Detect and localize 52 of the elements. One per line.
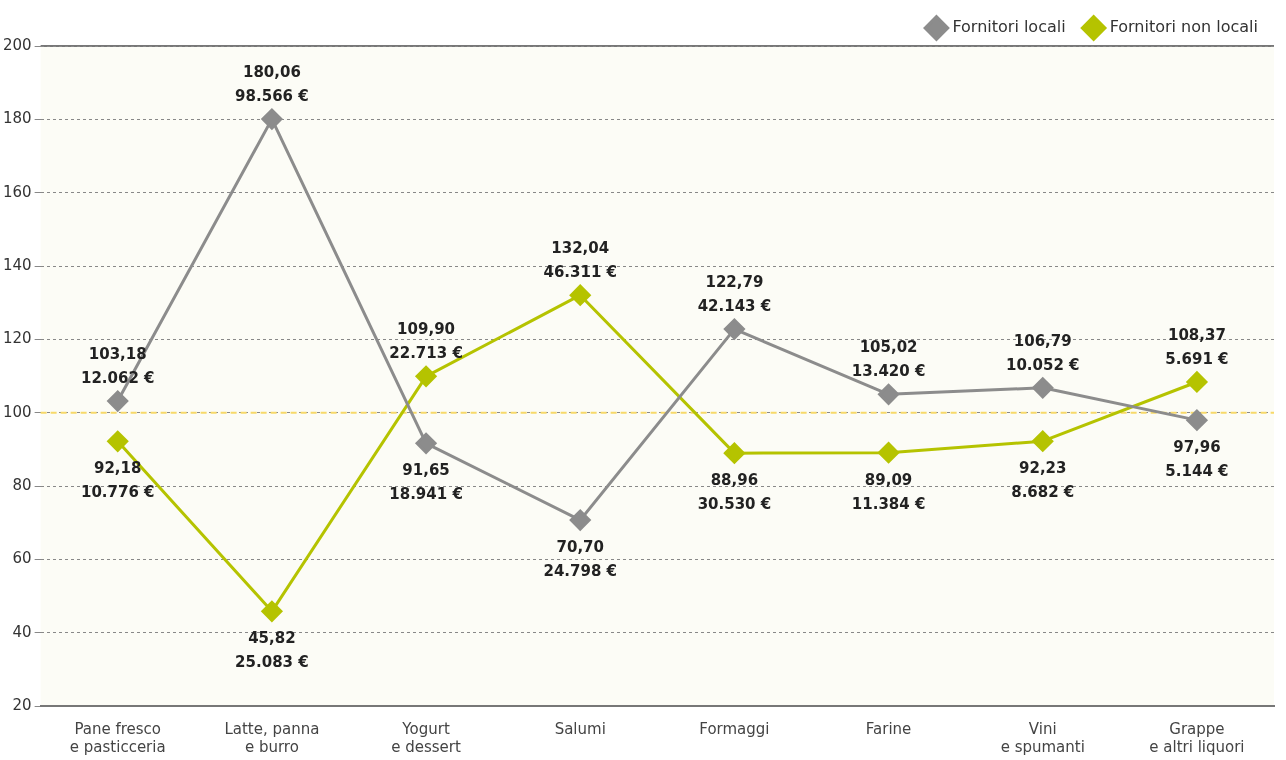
data-label: 45,82 25.083 € bbox=[235, 629, 309, 672]
data-label: 132,04 46.311 € bbox=[543, 239, 617, 282]
point bbox=[261, 600, 283, 622]
y-tick-label: 180 bbox=[2, 109, 32, 128]
point bbox=[1186, 371, 1208, 393]
data-label: 70,70 24.798 € bbox=[543, 537, 617, 580]
point bbox=[723, 318, 745, 340]
point bbox=[1032, 430, 1054, 452]
y-tick-label: 140 bbox=[2, 255, 32, 274]
point bbox=[878, 442, 900, 464]
point bbox=[569, 284, 591, 306]
legend-label: Fornitori locali bbox=[952, 17, 1066, 37]
data-label: 105,02 13.420 € bbox=[851, 338, 926, 381]
data-label: 106,79 10.052 € bbox=[1005, 331, 1080, 374]
data-label: 103,18 12.062 € bbox=[80, 344, 155, 387]
y-tick-label: 20 bbox=[12, 695, 32, 714]
x-tick-label: Grappe e altri liquori bbox=[1149, 719, 1245, 756]
x-tick-label: Formaggi bbox=[699, 719, 770, 738]
data-label: 91,65 18.941 € bbox=[389, 461, 463, 504]
point bbox=[723, 442, 745, 464]
point bbox=[878, 383, 900, 405]
y-tick-label: 200 bbox=[2, 35, 32, 54]
y-tick-label: 120 bbox=[2, 329, 32, 348]
data-label: 180,06 98.566 € bbox=[235, 63, 309, 105]
point bbox=[415, 432, 437, 454]
x-tick-label: Farine bbox=[865, 719, 912, 738]
x-tick-label: Latte, panna e burro bbox=[224, 719, 320, 756]
y-tick-label: 60 bbox=[12, 549, 32, 568]
x-tick-label: Salumi bbox=[554, 719, 606, 738]
data-label: 89,09 11.384 € bbox=[851, 470, 926, 513]
point bbox=[569, 509, 591, 531]
x-tick-label: Vini e spumanti bbox=[1000, 719, 1085, 756]
data-label: 88,96 30.530 € bbox=[697, 471, 772, 514]
x-tick-label: Yogurt e dessert bbox=[391, 719, 461, 756]
point bbox=[261, 108, 283, 130]
data-label: 92,18 10.776 € bbox=[80, 459, 155, 502]
point bbox=[415, 365, 437, 387]
y-tick-label: 100 bbox=[2, 402, 32, 421]
x-tick-label: Pane fresco e pasticceria bbox=[69, 719, 166, 756]
data-label: 92,23 8.682 € bbox=[1011, 459, 1075, 502]
data-label: 109,90 22.713 € bbox=[389, 320, 463, 363]
y-tick-label: 160 bbox=[2, 182, 32, 201]
data-label: 97,96 5.144 € bbox=[1165, 438, 1229, 481]
legend-label: Fornitori non locali bbox=[1109, 17, 1258, 37]
y-tick-label: 80 bbox=[12, 475, 32, 494]
point bbox=[107, 390, 129, 412]
point bbox=[107, 430, 129, 452]
point bbox=[1032, 377, 1054, 399]
y-tick-label: 40 bbox=[12, 622, 32, 641]
data-label: 122,79 42.143 € bbox=[697, 272, 772, 315]
point bbox=[1186, 409, 1208, 431]
data-label: 108,37 5.691 € bbox=[1165, 325, 1229, 368]
